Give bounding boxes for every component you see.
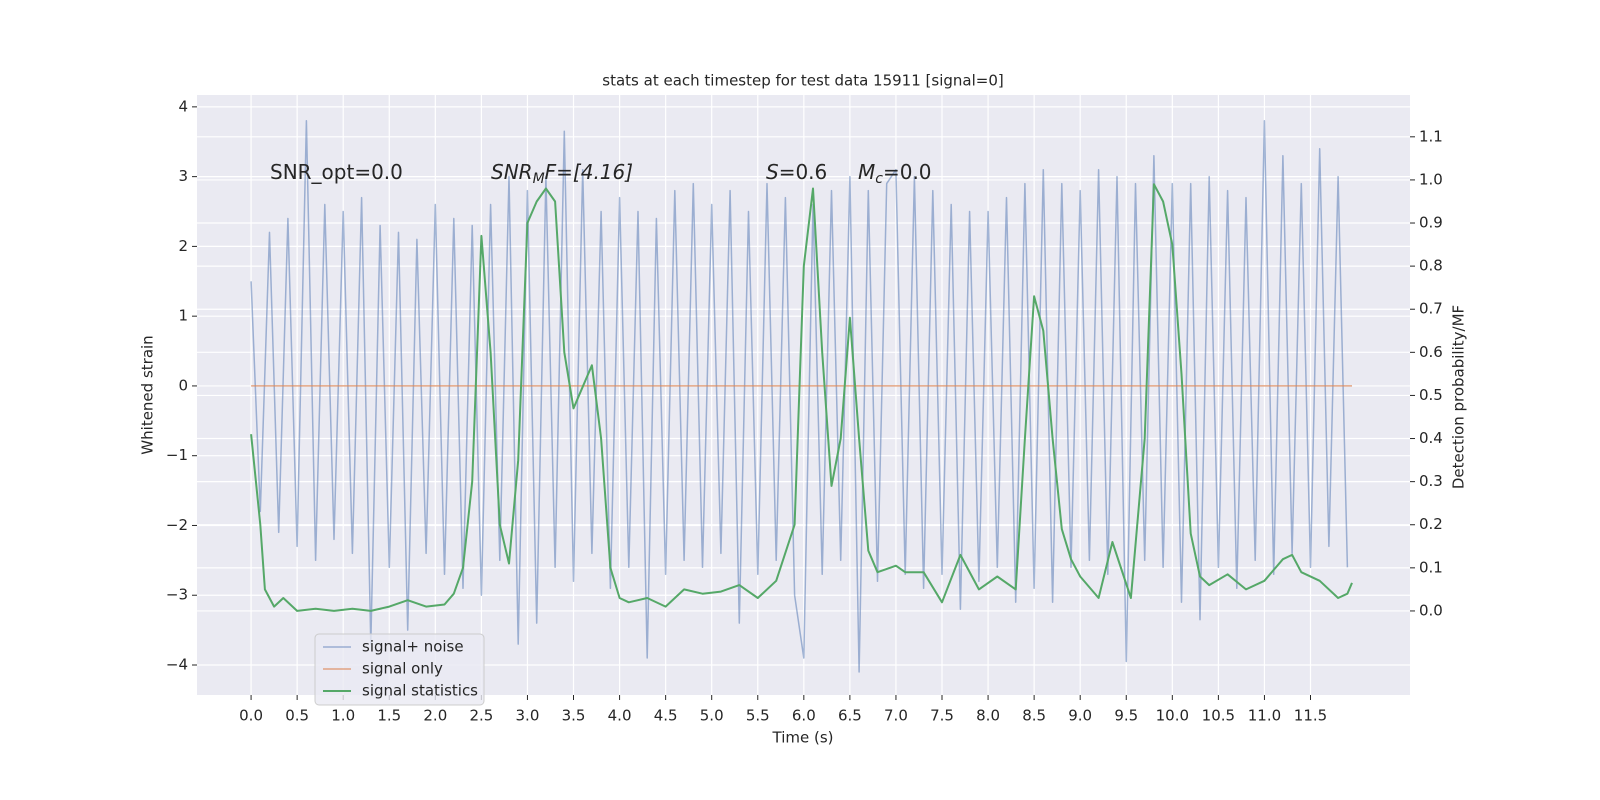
annotation-part: M <box>533 171 545 187</box>
x-tick-label: 0.5 <box>285 707 309 725</box>
y2-tick-label: 0.4 <box>1419 429 1443 447</box>
annotation: S=0.6 <box>766 160 827 184</box>
x-tick-label: 11.0 <box>1248 707 1281 725</box>
x-tick-label: 8.0 <box>976 707 1000 725</box>
x-tick-label: 5.0 <box>700 707 724 725</box>
annotation-part: =0.0 <box>883 160 932 184</box>
x-tick-label: 9.0 <box>1068 707 1092 725</box>
y2-tick-label: 0.8 <box>1419 257 1443 275</box>
annotation-part: c <box>875 171 883 187</box>
y2-tick-label: 1.1 <box>1419 127 1443 145</box>
series-line <box>250 183 1353 612</box>
x-tick-label: 10.0 <box>1156 707 1189 725</box>
x-tick-label: 6.5 <box>838 707 862 725</box>
x-tick-label: 7.0 <box>884 707 908 725</box>
y-axis-label: Whitened strain <box>139 335 157 454</box>
series-line <box>250 120 1349 673</box>
x-tick-label: 2.0 <box>423 707 447 725</box>
legend-label: signal statistics <box>362 682 478 700</box>
chart-title: stats at each timestep for test data 159… <box>602 72 1003 90</box>
annotation-part: SNR_opt=0.0 <box>270 160 403 184</box>
y2-tick-label: 0.1 <box>1419 558 1443 576</box>
y2-tick-label: 0.9 <box>1419 214 1443 232</box>
y-tick-label: 2 <box>178 237 188 255</box>
x-axis-label: Time (s) <box>772 729 834 747</box>
y2-tick-label: 0.5 <box>1419 386 1443 404</box>
y-tick-label: 3 <box>178 167 188 185</box>
legend: signal+ noise signal only signal statistic… <box>314 633 485 706</box>
annotation: SNR_opt=0.0 <box>270 160 403 184</box>
labels: 0.0 0.5 1.0 1.5 2.0 2.5 3.0 3.5 4.0 4.5 5.0 5.5 6.0 6… <box>166 97 1443 724</box>
legend-label: signal only <box>362 660 443 678</box>
y-tick-label: 4 <box>178 97 188 115</box>
annotation: Mc=0.0 <box>858 160 932 188</box>
legend-label: signal+ noise <box>362 638 464 656</box>
y2-tick-label: 0.0 <box>1419 601 1443 619</box>
y-tick-label: 1 <box>178 307 188 325</box>
x-tick-label: 11.5 <box>1294 707 1327 725</box>
y2-axis-label: Detection probability/MF <box>1450 305 1468 489</box>
y2-tick-label: 1.0 <box>1419 170 1443 188</box>
y-tick-label: −2 <box>166 516 188 534</box>
x-tick-label: 4.5 <box>654 707 678 725</box>
annotation-part: SNR <box>491 160 533 184</box>
x-tick-label: 6.0 <box>792 707 816 725</box>
y2-tick-label: 0.6 <box>1419 343 1443 361</box>
annotation-part: F=[4.16] <box>545 160 633 184</box>
y2-tick-label: 0.3 <box>1419 472 1443 490</box>
x-tick-label: 2.5 <box>469 707 493 725</box>
annotation-part: M <box>858 160 875 184</box>
x-tick-label: 5.5 <box>746 707 770 725</box>
x-tick-label: 1.5 <box>377 707 401 725</box>
x-tick-label: 0.0 <box>239 707 263 725</box>
x-tick-label: 10.5 <box>1202 707 1235 725</box>
marks <box>250 120 1353 673</box>
annotation: SNRMF=[4.16] <box>491 160 633 188</box>
y-tick-label: −4 <box>166 656 188 674</box>
x-tick-label: 4.0 <box>608 707 632 725</box>
x-tick-label: 8.5 <box>1022 707 1046 725</box>
legend-box <box>314 633 485 706</box>
y-tick-label: 0 <box>178 376 188 394</box>
x-tick-label: 3.0 <box>516 707 540 725</box>
y-tick-label: −3 <box>166 586 188 604</box>
y2-tick-label: 0.7 <box>1419 300 1443 318</box>
annotation-part: =0.6 <box>779 160 828 184</box>
x-tick-label: 9.5 <box>1114 707 1138 725</box>
y-tick-label: −1 <box>166 446 188 464</box>
x-tick-label: 7.5 <box>930 707 954 725</box>
x-tick-label: 3.5 <box>562 707 586 725</box>
annotation-part: S <box>766 160 779 184</box>
x-tick-label: 1.0 <box>331 707 355 725</box>
y2-tick-label: 0.2 <box>1419 515 1443 533</box>
